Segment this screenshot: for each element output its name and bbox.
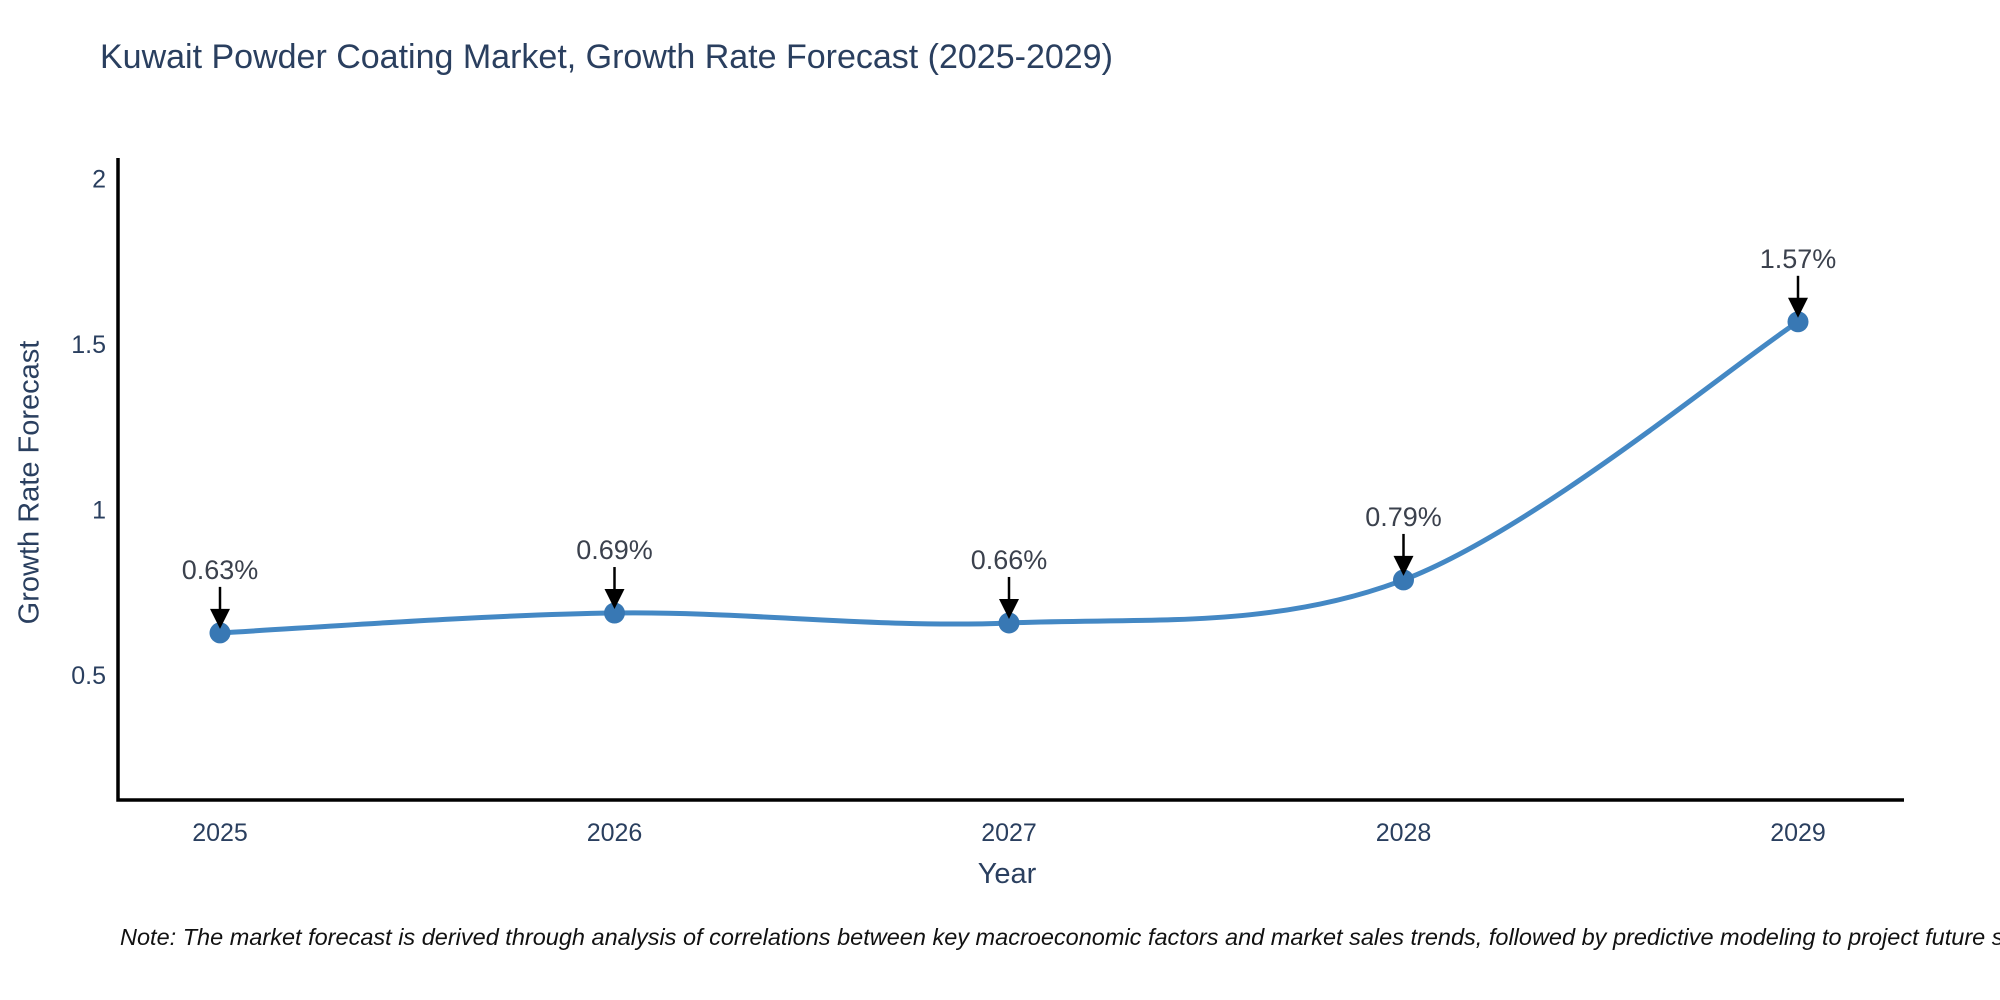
annotation-arrowhead [999, 598, 1019, 619]
data-point-label: 0.79% [1365, 502, 1442, 532]
chart-title: Kuwait Powder Coating Market, Growth Rat… [100, 38, 1113, 76]
y-tick-label: 1 [92, 496, 106, 524]
footnote-text: Note: The market forecast is derived thr… [120, 924, 2000, 950]
annotation-arrowhead [210, 608, 230, 629]
annotation-arrowhead [1788, 297, 1808, 318]
data-point-marker[interactable] [1787, 311, 1809, 333]
data-point-marker[interactable] [998, 612, 1020, 634]
x-tick-label: 2028 [1376, 819, 1432, 847]
x-tick-label: 2029 [1770, 819, 1826, 847]
data-point-label: 0.66% [971, 545, 1048, 575]
data-point-label: 0.63% [182, 555, 259, 585]
data-point-label: 1.57% [1760, 244, 1837, 274]
x-tick-label: 2026 [587, 819, 643, 847]
annotation-arrowhead [604, 589, 625, 610]
data-point-label: 0.69% [576, 535, 653, 565]
axis-lines [116, 158, 1904, 802]
y-tick-label: 2 [92, 166, 106, 194]
data-point-marker[interactable] [604, 602, 625, 624]
data-point-marker[interactable] [1393, 569, 1414, 591]
x-axis-title: Year [977, 858, 1037, 890]
x-tick-label: 2025 [192, 819, 248, 847]
data-point-marker[interactable] [209, 622, 231, 644]
y-tick-label: 0.5 [71, 662, 106, 690]
y-tick-label: 1.5 [71, 331, 106, 359]
y-axis-title: Growth Rate Forecast [13, 340, 46, 625]
x-tick-label: 2027 [981, 819, 1037, 847]
annotation-arrowhead [1393, 555, 1414, 576]
